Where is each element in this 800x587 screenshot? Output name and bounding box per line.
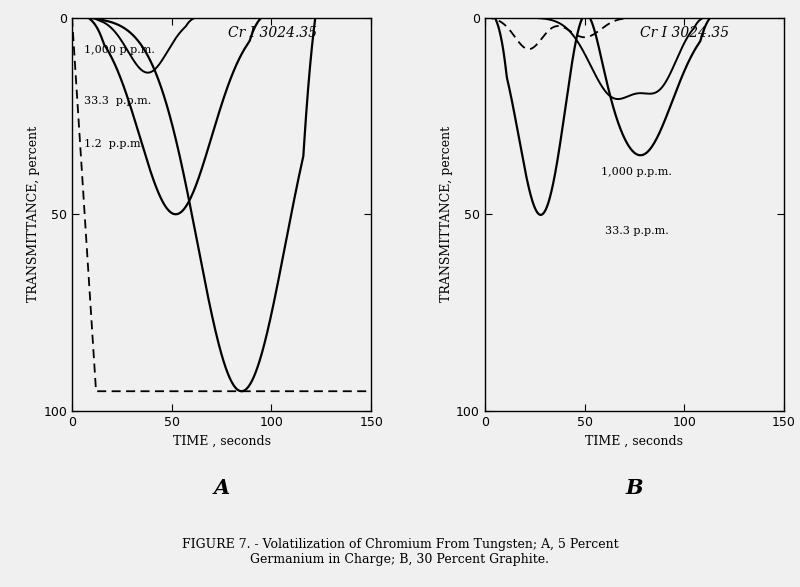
Text: 33.3  p.p.m.: 33.3 p.p.m. <box>84 96 151 106</box>
Text: A: A <box>214 478 230 498</box>
X-axis label: TIME , seconds: TIME , seconds <box>173 434 270 447</box>
Text: 1,000 p.p.m.: 1,000 p.p.m. <box>84 45 155 55</box>
Text: B: B <box>626 478 643 498</box>
Text: 1,000 p.p.m.: 1,000 p.p.m. <box>601 167 671 177</box>
Text: Cr I 3024.35: Cr I 3024.35 <box>227 26 317 41</box>
Y-axis label: TRANSMITTANCE, percent: TRANSMITTANCE, percent <box>440 126 454 302</box>
Text: 1.2  p.p.m.: 1.2 p.p.m. <box>84 139 144 150</box>
Y-axis label: TRANSMITTANCE, percent: TRANSMITTANCE, percent <box>27 126 41 302</box>
X-axis label: TIME , seconds: TIME , seconds <box>586 434 683 447</box>
Text: 33.3 p.p.m.: 33.3 p.p.m. <box>605 226 668 236</box>
Text: Cr I 3024.35: Cr I 3024.35 <box>641 26 730 41</box>
Text: FIGURE 7. - Volatilization of Chromium From Tungsten; A, 5 Percent
Germanium in : FIGURE 7. - Volatilization of Chromium F… <box>182 538 618 566</box>
